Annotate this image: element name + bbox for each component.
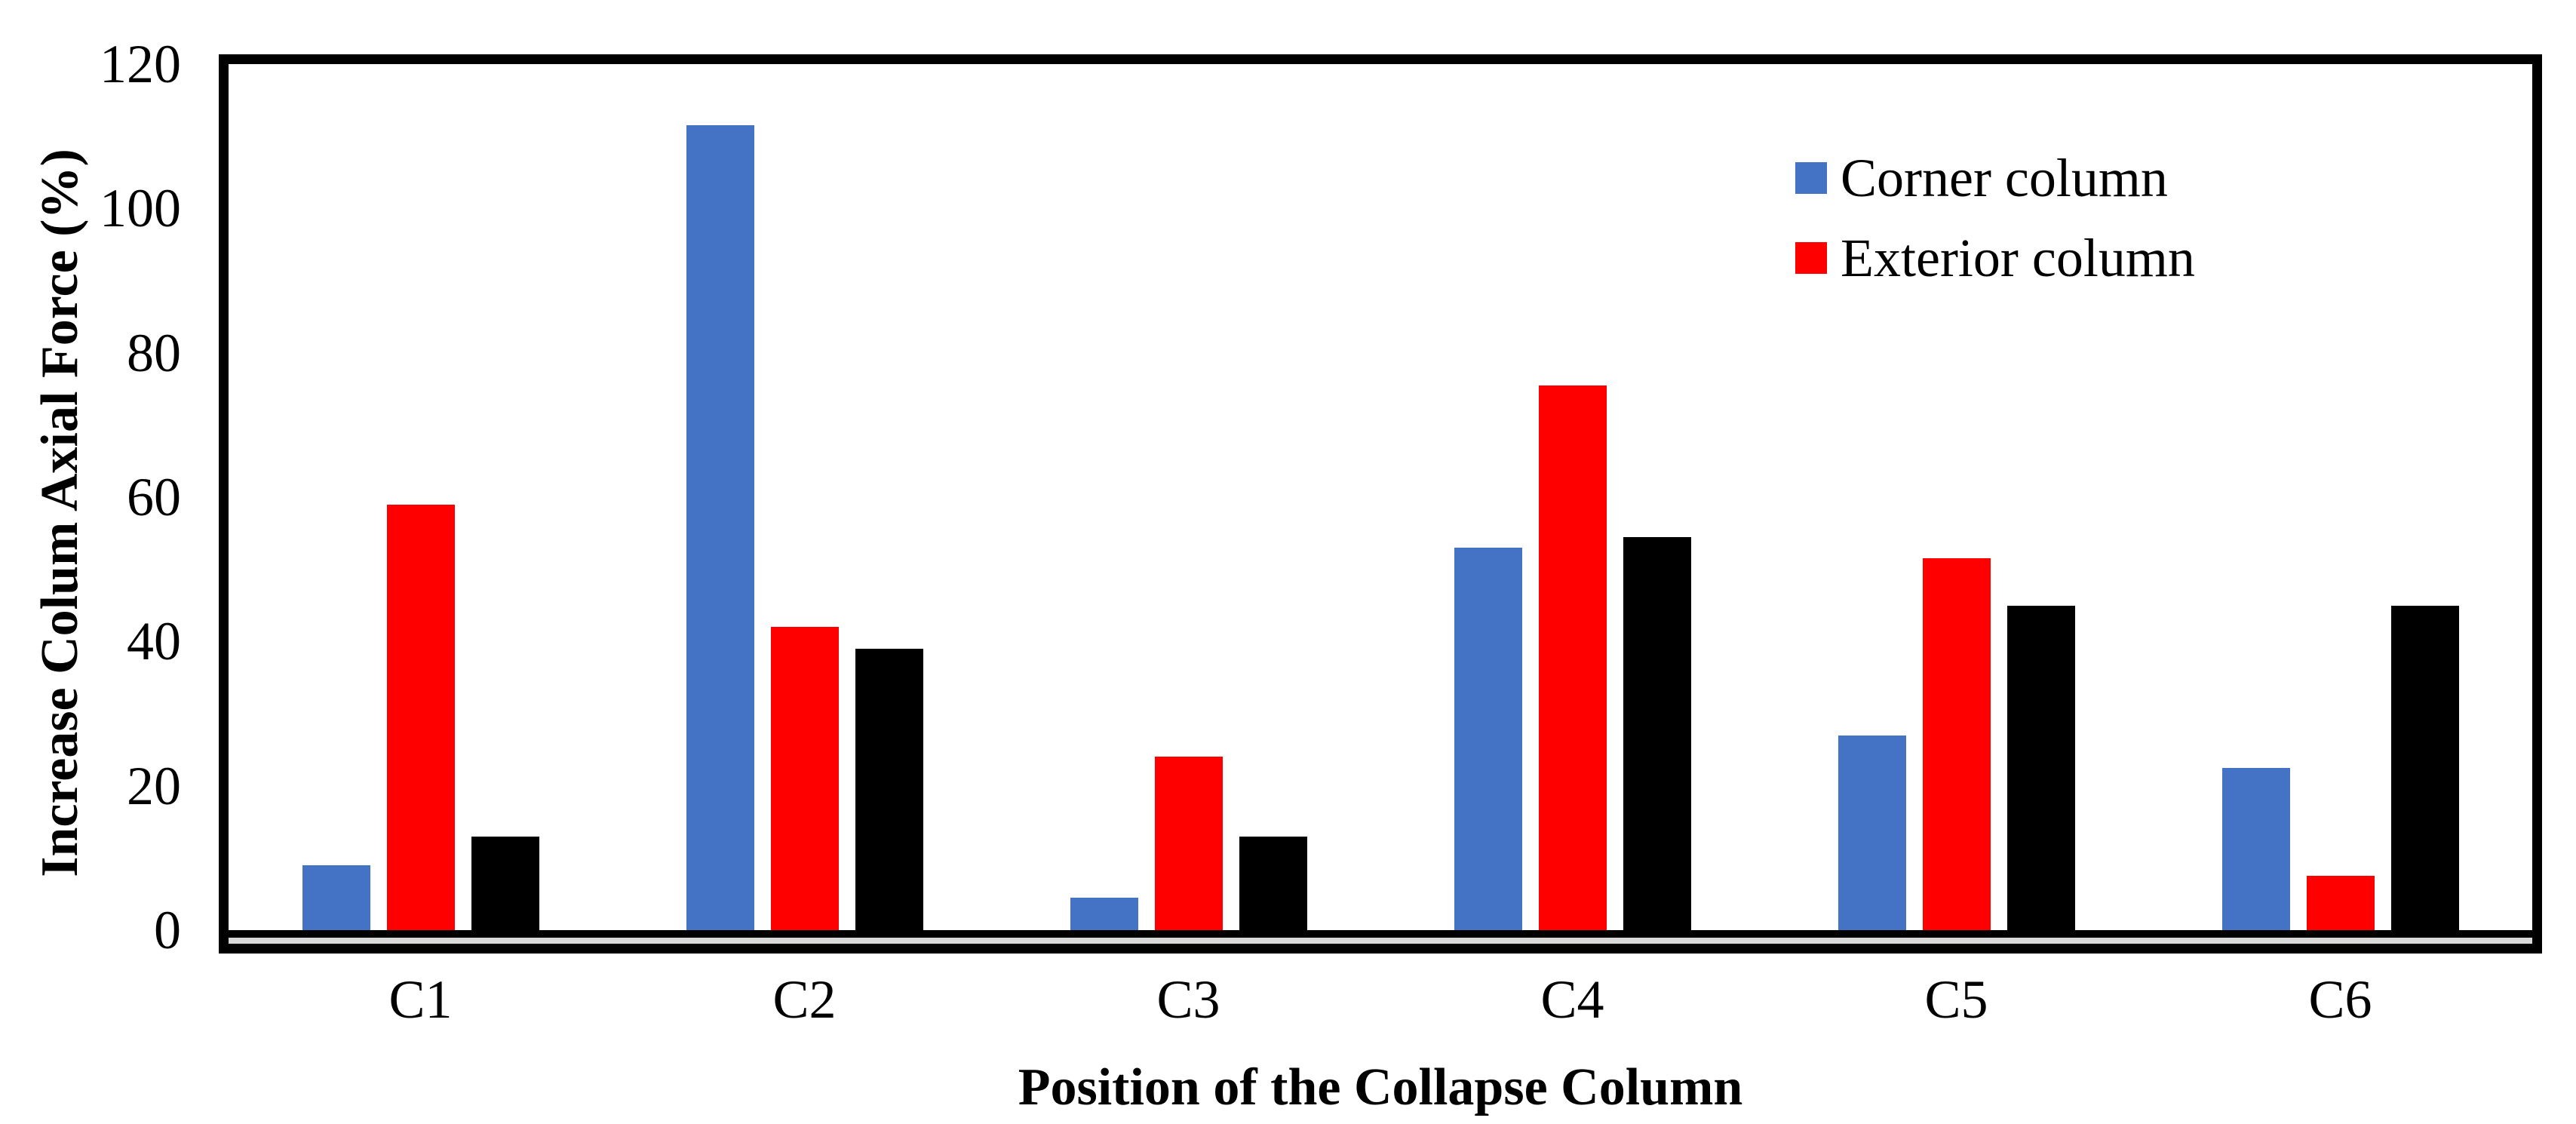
bar-c2-corner-column: [686, 125, 754, 930]
x-tick-label-c3: C3: [1156, 969, 1220, 1030]
y-tick-label-120: 120: [100, 34, 181, 94]
legend-swatch-corner-column: [1795, 162, 1827, 194]
bar-c5-series: [2006, 605, 2075, 930]
bar-c6-exterior-column: [2306, 876, 2375, 930]
bar-c4-corner-column: [1454, 547, 1522, 930]
y-tick-label-20: 20: [127, 755, 181, 816]
bar-c1-series: [471, 836, 539, 930]
bar-c2-exterior-column: [770, 627, 839, 930]
y-tick-label-100: 100: [100, 178, 181, 239]
bar-c5-corner-column: [1838, 735, 1906, 930]
x-axis-title: Position of the Collapse Column: [1018, 1058, 1743, 1116]
legend-item-exterior-column: Exterior column: [1795, 228, 2195, 288]
bar-c6-corner-column: [2221, 767, 2290, 930]
legend-label-corner-column: Corner column: [1841, 148, 2168, 208]
bar-group-c1: [229, 64, 613, 930]
y-tick-label-40: 40: [127, 611, 181, 672]
x-tick-label-c5: C5: [1924, 969, 1988, 1030]
bar-c6-series: [2390, 605, 2459, 930]
legend-swatch-exterior-column: [1795, 242, 1827, 274]
bar-c4-series: [1623, 536, 1691, 930]
chart-legend: Corner column Exterior column: [1795, 148, 2195, 308]
x-tick-label-c6: C6: [2308, 969, 2372, 1030]
bar-c2-series: [855, 648, 923, 930]
plot-area: [219, 54, 2542, 954]
bar-c3-series: [1239, 836, 1307, 930]
bar-group-c2: [613, 64, 996, 930]
legend-item-corner-column: Corner column: [1795, 148, 2195, 208]
bar-c5-exterior-column: [1922, 558, 1991, 930]
bar-group-c6: [2148, 64, 2532, 930]
x-tick-label-c4: C4: [1540, 969, 1604, 1030]
x-axis-shadow-line: [229, 938, 2532, 944]
bar-c3-exterior-column: [1154, 757, 1223, 930]
bar-c1-corner-column: [302, 864, 370, 930]
bar-c1-exterior-column: [386, 504, 455, 930]
y-tick-label-80: 80: [127, 322, 181, 383]
bar-group-c5: [1764, 64, 2148, 930]
legend-label-exterior-column: Exterior column: [1841, 228, 2195, 288]
bar-group-c4: [1380, 64, 1764, 930]
y-tick-label-60: 60: [127, 467, 181, 527]
bar-c3-corner-column: [1070, 897, 1138, 930]
bar-group-c3: [996, 64, 1380, 930]
y-tick-label-0: 0: [154, 900, 181, 960]
bars-layer: [229, 64, 2532, 930]
x-tick-label-c2: C2: [772, 969, 837, 1030]
x-tick-label-c1: C1: [388, 969, 453, 1030]
x-axis-line: [229, 930, 2532, 938]
bar-c4-exterior-column: [1538, 385, 1607, 930]
